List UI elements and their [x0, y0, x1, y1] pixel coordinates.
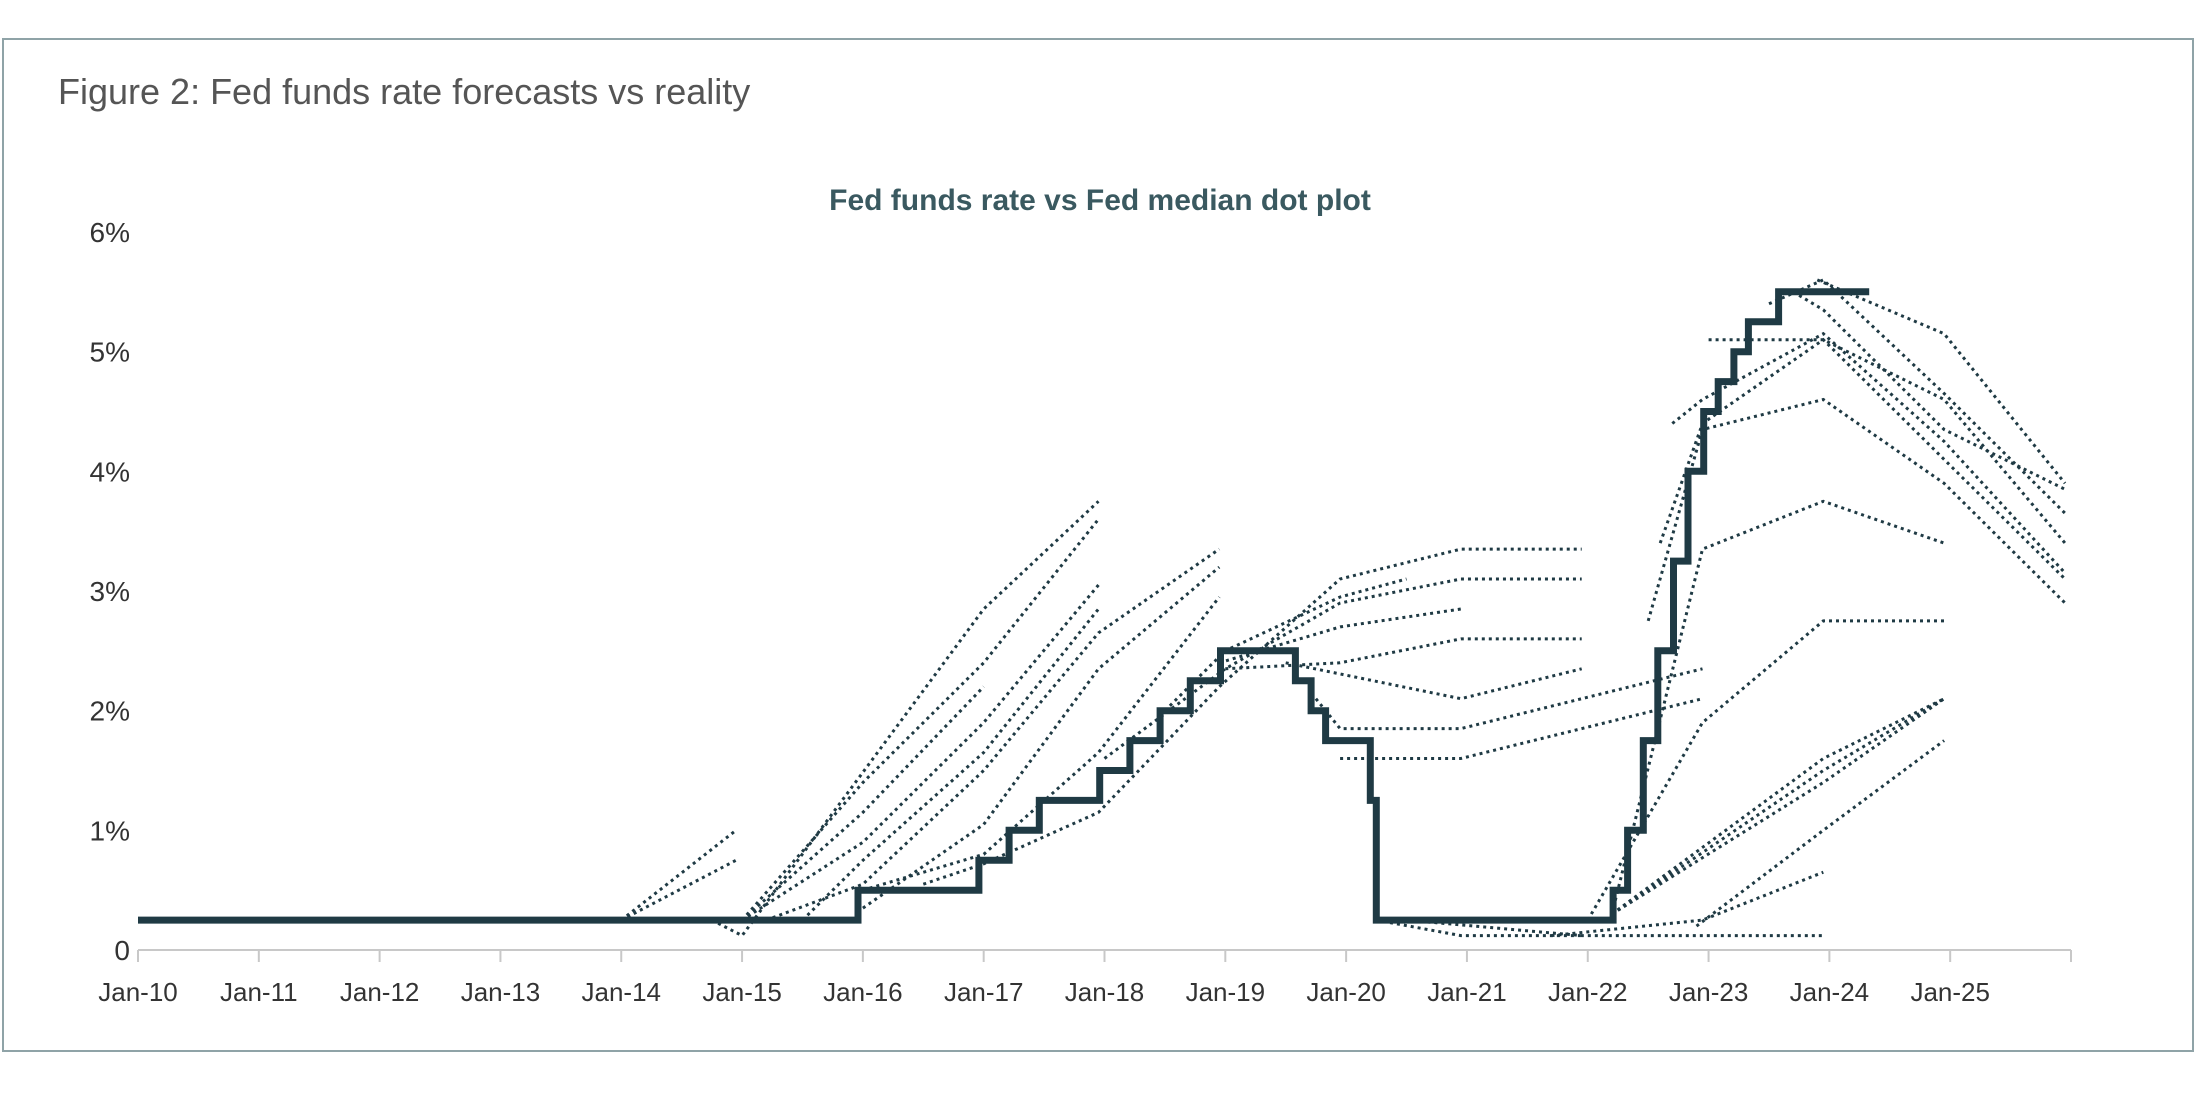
figure-title: Figure 2: Fed funds rate forecasts vs re…	[58, 71, 751, 112]
actual-fed-funds-line	[138, 288, 1870, 924]
x-tick-label: Jan-24	[1790, 977, 1870, 1007]
forecast-line	[1816, 278, 2067, 485]
forecast-line	[1610, 499, 1945, 915]
x-tick-label: Jan-15	[702, 977, 782, 1007]
actual-line-group	[138, 288, 1870, 924]
forecast-line	[741, 685, 985, 922]
forecast-line	[1218, 607, 1462, 665]
forecast-line	[711, 500, 1100, 938]
forecast-lines	[620, 278, 2067, 938]
forecast-line	[740, 518, 1100, 922]
forecast-line	[1103, 577, 1582, 760]
forecast-line	[1314, 667, 1703, 731]
forecast-line	[922, 547, 1582, 886]
y-tick-label: 3%	[90, 576, 130, 607]
forecast-line	[1611, 697, 1945, 916]
forecast-line	[1768, 278, 2067, 515]
y-tick-label: 6%	[90, 217, 130, 248]
y-tick-label: 5%	[90, 337, 130, 368]
forecast-line	[1376, 918, 1582, 938]
x-tick-label: Jan-20	[1306, 977, 1386, 1007]
forecast-line	[1611, 697, 1945, 916]
x-tick-label: Jan-23	[1669, 977, 1749, 1007]
forecast-line	[862, 596, 1221, 892]
forecast-line	[1671, 331, 2067, 575]
forecast-line	[862, 565, 1221, 910]
forecast-line	[741, 584, 1100, 922]
forecast-line	[801, 608, 1100, 922]
x-tick-label: Jan-11	[220, 977, 298, 1007]
y-tick-label: 0	[114, 935, 130, 966]
x-tick-label: Jan-21	[1427, 977, 1507, 1007]
x-tick-label: Jan-14	[582, 977, 662, 1007]
y-tick-label: 2%	[90, 696, 130, 727]
forecast-line	[1163, 577, 1407, 712]
y-tick-label: 4%	[90, 456, 130, 487]
chart-axes: Jan-10 Jan-11 Jan-12 Jan-13 Jan-14 Jan-15 Jan-…	[90, 217, 2072, 1007]
x-tick-label: Jan-12	[340, 977, 420, 1007]
x-tick-label: Jan-13	[461, 977, 541, 1007]
y-tick-label: 1%	[90, 815, 130, 846]
chart-title: Fed funds rate vs Fed median dot plot	[829, 184, 1371, 217]
forecast-line	[620, 829, 737, 922]
forecast-line	[1225, 637, 1582, 671]
x-tick-label: Jan-16	[823, 977, 903, 1007]
forecast-line	[1285, 661, 1583, 701]
x-tick-label: Jan-10	[98, 977, 178, 1007]
forecast-line	[1406, 918, 1824, 938]
x-tick-label: Jan-25	[1910, 977, 1990, 1007]
figure-frame	[2, 38, 2194, 1052]
forecast-line	[1792, 290, 2066, 491]
x-tick-label: Jan-22	[1548, 977, 1628, 1007]
forecast-line	[1646, 397, 2067, 622]
forecast-line	[765, 547, 1221, 922]
forecast-line	[1551, 870, 1824, 938]
forecast-line	[1695, 739, 1945, 928]
x-tick-label: Jan-19	[1186, 977, 1266, 1007]
x-tick-label: Jan-17	[944, 977, 1024, 1007]
forecast-line	[1708, 338, 2067, 545]
forecast-line	[1340, 697, 1703, 760]
forecast-line	[1611, 697, 1945, 916]
x-tick-label: Jan-18	[1065, 977, 1145, 1007]
forecast-line	[620, 858, 737, 922]
